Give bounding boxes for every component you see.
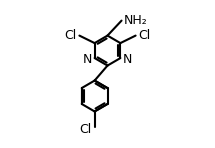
Text: Cl: Cl	[80, 123, 92, 136]
Text: N: N	[123, 53, 133, 66]
Text: NH₂: NH₂	[124, 14, 148, 27]
Text: Cl: Cl	[64, 29, 77, 42]
Text: N: N	[82, 53, 92, 66]
Text: Cl: Cl	[138, 29, 151, 42]
